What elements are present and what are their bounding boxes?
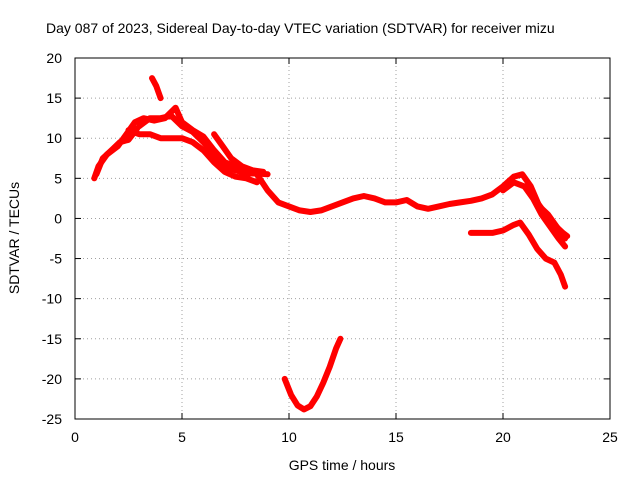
x-tick-label: 20 xyxy=(495,429,511,445)
y-tick-label: 10 xyxy=(46,130,62,146)
y-tick-label: -25 xyxy=(42,411,62,427)
series-track-upper-band xyxy=(136,112,271,178)
y-tick-label: -20 xyxy=(42,371,62,387)
series-track-early xyxy=(93,125,141,178)
series-track-late-right xyxy=(534,199,571,240)
series-track-short-drop xyxy=(149,75,164,102)
plot-frame xyxy=(74,57,611,420)
x-tick-label: 5 xyxy=(178,429,186,445)
series-track-dip xyxy=(281,335,344,413)
chart-title: Day 087 of 2023, Sidereal Day-to-day VTE… xyxy=(46,20,555,36)
y-tick-label: -10 xyxy=(42,291,62,307)
x-axis-label: GPS time / hours xyxy=(289,457,396,473)
x-tick-label: 10 xyxy=(281,429,297,445)
series-track-late-lower xyxy=(467,219,569,290)
series-track-mid-band xyxy=(125,127,260,186)
data-series xyxy=(91,75,571,413)
series-track-hump xyxy=(211,131,267,175)
series-track-main xyxy=(91,104,569,242)
y-tick-label: -5 xyxy=(50,251,63,267)
axis-ticks: 0 5 10 15 20 25 -25 -20 -15 -10 -5 0 5 10 15 20 xyxy=(42,50,618,445)
x-tick-label: 15 xyxy=(388,429,404,445)
y-tick-label: -15 xyxy=(42,331,62,347)
grid xyxy=(75,58,610,419)
y-tick-label: 15 xyxy=(46,90,62,106)
y-tick-label: 20 xyxy=(46,50,62,66)
y-tick-label: 0 xyxy=(54,210,62,226)
x-tick-label: 0 xyxy=(71,429,79,445)
y-tick-label: 5 xyxy=(54,170,62,186)
y-axis-label: SDTVAR / TECUs xyxy=(6,182,22,294)
x-tick-label: 25 xyxy=(602,429,618,445)
